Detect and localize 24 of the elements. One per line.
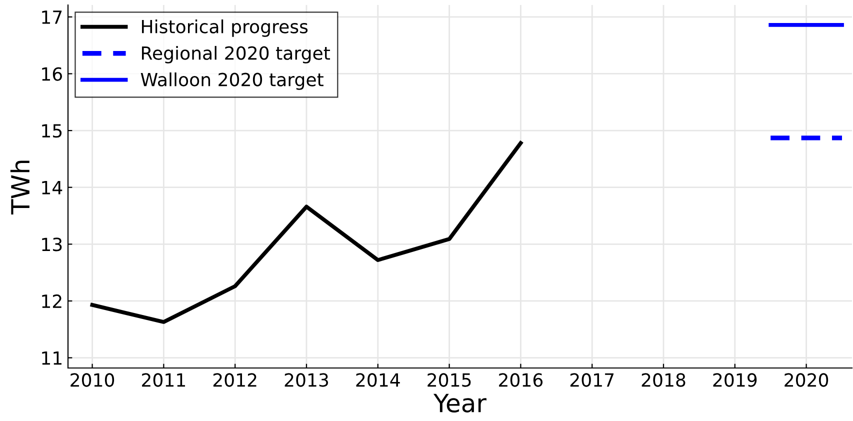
legend-label: Walloon 2020 target	[140, 72, 324, 90]
x-tick-label: 2015	[428, 373, 471, 387]
y-tick-label: 13	[42, 238, 62, 252]
y-axis-title: TWh	[10, 160, 30, 214]
x-axis-title: Year	[433, 394, 486, 412]
x-tick-label: 2014	[356, 373, 400, 387]
legend-label: Regional 2020 target	[142, 46, 330, 64]
y-tick-label: 17	[42, 10, 62, 24]
x-tick-label: 2010	[70, 373, 114, 387]
y-tick-label: 16	[42, 67, 62, 81]
y-tick-label: 12	[42, 294, 62, 308]
legend-label: Historical progress	[142, 19, 308, 37]
x-tick-label: 2016	[499, 373, 543, 387]
y-tick-label: 14	[42, 181, 62, 194]
y-tick-label: 11	[42, 351, 62, 365]
x-tick-label: 2012	[213, 373, 256, 387]
line-series	[90, 141, 523, 324]
x-tick-label: 2013	[284, 373, 328, 387]
x-tick-label: 2019	[713, 373, 757, 387]
x-tick-label: 2020	[784, 373, 828, 387]
x-tick-label: 2017	[570, 373, 614, 387]
x-tick-label: 2011	[142, 373, 185, 387]
x-tick-label: 2018	[642, 373, 686, 387]
y-tick-label: 15	[42, 124, 62, 138]
